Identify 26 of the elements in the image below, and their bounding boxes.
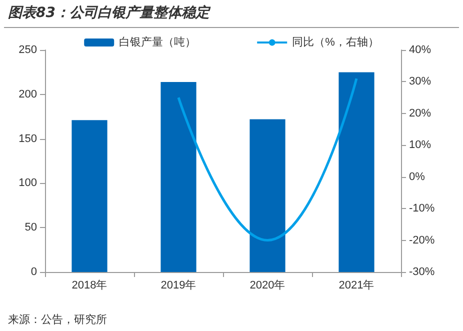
y-tick-label: 200 bbox=[18, 88, 37, 100]
y-tick-label: 0 bbox=[30, 266, 37, 278]
y2-tick-label: 0% bbox=[409, 170, 426, 183]
y2-tick-label: 40% bbox=[409, 44, 432, 56]
y2-tick-label: 10% bbox=[409, 139, 432, 152]
bar bbox=[160, 82, 196, 272]
bar bbox=[338, 72, 374, 272]
bar bbox=[250, 119, 286, 272]
y2-tick-label: 20% bbox=[409, 107, 432, 120]
y2-tick-label: 30% bbox=[409, 76, 432, 88]
x-tick-label: 2019年 bbox=[160, 280, 196, 292]
legend-label: 同比（%，右轴） bbox=[292, 36, 379, 48]
x-tick-label: 2020年 bbox=[250, 280, 286, 292]
y-tick-label: 100 bbox=[18, 177, 37, 190]
chart-title: 图表83：公司白银产量整体稳定 bbox=[8, 4, 210, 22]
x-tick-label: 2018年 bbox=[72, 280, 108, 292]
y-tick-label: 150 bbox=[18, 132, 37, 145]
source-note: 来源：公告，研究所 bbox=[8, 312, 107, 327]
x-tick-label: 2021年 bbox=[338, 280, 374, 292]
y2-tick-label: -10% bbox=[409, 202, 435, 215]
y2-tick-label: -20% bbox=[409, 234, 435, 246]
bar bbox=[72, 120, 108, 272]
legend-label: 白银产量（吨） bbox=[119, 36, 196, 48]
y-tick-label: 50 bbox=[24, 222, 37, 234]
y-tick-label: 250 bbox=[18, 44, 37, 56]
y2-tick-label: -30% bbox=[409, 266, 435, 278]
